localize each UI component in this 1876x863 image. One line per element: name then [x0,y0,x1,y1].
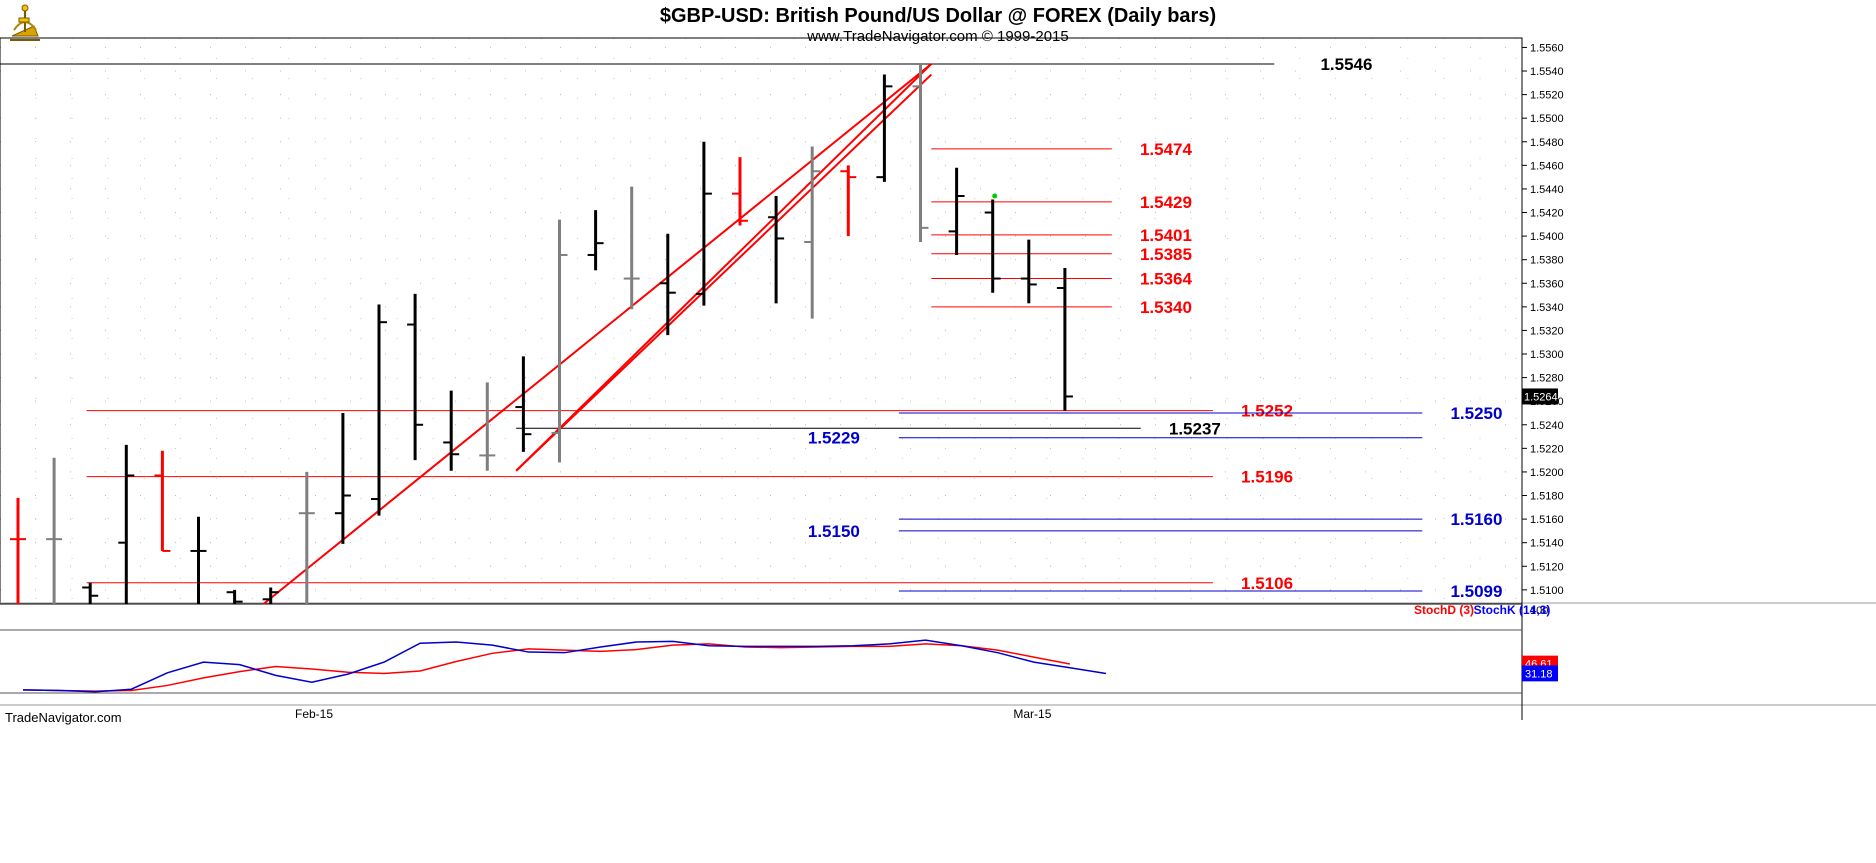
sextant-logo-icon [10,4,40,41]
price-tick-label: 1.5440 [1530,184,1564,196]
price-tick-label: 1.5520 [1530,90,1564,102]
date-axis: Feb-15 Mar-15 [295,707,1052,721]
ohlc-bar [407,293,424,461]
ohlc-bar [659,233,676,336]
price-axis: 1.5100 1.5120 1.5140 1.5160 1.5180 1.5200 1.52… [1522,42,1564,597]
stoch-tick-label: 100 [1530,605,1548,617]
price-tick-label: 1.5320 [1530,325,1564,337]
price-tick-label: 1.5220 [1530,443,1564,455]
ohlc-bars [10,63,1073,604]
price-tick-label: 1.5560 [1530,42,1564,54]
ohlc-bar [118,444,135,604]
level-label: 1.5252 [1241,402,1293,421]
ohlc-bar [262,587,279,604]
level-label: 1.5546 [1320,55,1372,74]
level-label: 1.5196 [1241,468,1293,487]
ohlc-bar [984,199,1001,293]
price-tick-label: 1.5360 [1530,278,1564,290]
date-tick-label: Feb-15 [295,707,333,721]
price-tick-label: 1.5460 [1530,160,1564,172]
level-label: 1.5160 [1450,510,1502,529]
ohlc-bar [695,141,712,306]
stoch-k-value: 31.18 [1525,668,1553,680]
ohlc-bar [298,471,315,604]
ohlc-bar [10,497,26,604]
date-tick-label: Mar-15 [1013,707,1051,721]
last-price-box [1522,388,1558,405]
level-label: 1.5340 [1140,298,1192,317]
ohlc-bar [587,210,604,271]
ohlc-bar [190,516,207,604]
trend-channel [262,63,933,605]
price-tick-label: 1.5480 [1530,137,1564,149]
stoch-k-line [22,639,1107,693]
level-label: 1.5099 [1450,582,1502,601]
level-label: 1.5401 [1140,226,1192,245]
level-label: 1.5229 [808,429,860,448]
ohlc-bar [226,589,243,604]
ohlc-bar [1020,239,1037,304]
ohlc-bar [154,450,171,552]
ohlc-bar [551,219,568,463]
signal-dot [992,193,998,199]
ohlc-bar [912,63,929,242]
ohlc-bar [1056,267,1073,411]
price-tick-label: 1.5540 [1530,66,1564,78]
ohlc-bar [515,356,532,452]
stoch-k-value-box [1522,665,1558,682]
channel-line [515,63,933,472]
price-tick-label: 1.5100 [1530,585,1564,597]
ohlc-bar [876,74,893,182]
ohlc-bar [46,457,63,604]
channel-line [262,63,932,605]
ohlc-bar [479,382,496,471]
price-tick-label: 1.5160 [1530,514,1564,526]
ohlc-bar [371,304,387,516]
legend-stoch-d: StochD (3) [1414,603,1474,617]
price-tick-label: 1.5120 [1530,561,1564,573]
watermark: TradeNavigator.com [5,710,122,725]
ohlc-bar [334,412,351,544]
ohlc-bar [768,196,785,304]
price-tick-label: 1.5380 [1530,255,1564,267]
level-label: 1.5250 [1450,404,1502,423]
legend-stoch-k: StochK (14,3) [1474,603,1551,617]
ohlc-bar [82,582,99,604]
ohlc-bar [732,157,748,226]
last-price-tag: 1.5264 [1522,388,1558,405]
price-tick-label: 1.5420 [1530,208,1564,220]
channel-line [515,73,933,472]
price-tick-label: 1.5340 [1530,302,1564,314]
level-label: 1.5429 [1140,193,1192,212]
price-tick-label: 1.5280 [1530,373,1564,385]
level-label: 1.5150 [808,522,860,541]
ohlc-bar [948,167,965,255]
level-label: 1.5474 [1140,140,1193,159]
level-label: 1.5106 [1241,574,1293,593]
price-tick-label: 1.5400 [1530,231,1564,243]
price-tick-label: 1.5500 [1530,113,1564,125]
price-tick-label: 1.5140 [1530,538,1564,550]
level-label: 1.5385 [1140,245,1192,264]
ohlc-bar [840,165,857,237]
ohlc-bar [443,390,460,471]
chart-frame [0,37,1876,720]
level-label: 1.5237 [1169,419,1221,438]
price-tick-label: 1.5300 [1530,349,1564,361]
stoch-d-line [22,643,1071,692]
ohlc-bar [804,146,821,319]
ohlc-bar [623,186,640,310]
price-tick-label: 1.5240 [1530,420,1564,432]
price-tick-label: 1.5200 [1530,467,1564,479]
level-label: 1.5364 [1140,270,1193,289]
last-price-label: 1.5264 [1524,391,1558,403]
price-tick-label: 1.5180 [1530,491,1564,503]
